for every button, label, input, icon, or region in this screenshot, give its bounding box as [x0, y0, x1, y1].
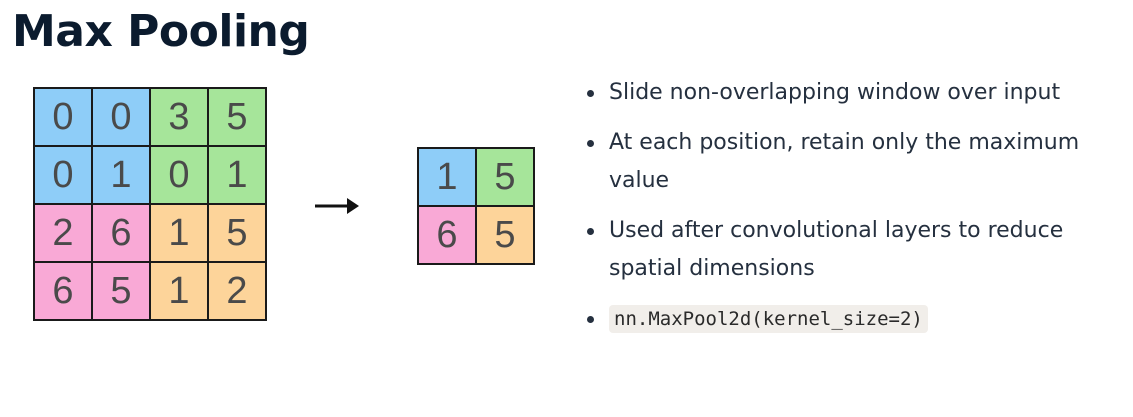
- output-cell-0-0: 1: [419, 149, 475, 205]
- output-cell-0-1: 5: [477, 149, 533, 205]
- output-cell-1-1: 5: [477, 207, 533, 263]
- bullet-retain-maximum: At each position, retain only the maximu…: [585, 124, 1125, 200]
- input-cell-3-0: 6: [35, 263, 91, 319]
- input-cell-0-0: 0: [35, 89, 91, 145]
- input-cell-3-3: 2: [209, 263, 265, 319]
- arrow-right-icon: [315, 198, 359, 214]
- input-cell-0-3: 5: [209, 89, 265, 145]
- input-cell-3-2: 1: [151, 263, 207, 319]
- input-cell-2-2: 1: [151, 205, 207, 261]
- input-cell-2-3: 5: [209, 205, 265, 261]
- input-cell-0-2: 3: [151, 89, 207, 145]
- page-title: Max Pooling: [12, 6, 310, 57]
- bullet-code: nn.MaxPool2d(kernel_size=2): [585, 300, 1125, 338]
- input-cell-2-1: 6: [93, 205, 149, 261]
- bullet-list: Slide non-overlapping window over input …: [585, 74, 1125, 350]
- output-cell-1-0: 6: [419, 207, 475, 263]
- bullet-after-conv-layers: Used after convolutional layers to reduc…: [585, 212, 1125, 288]
- input-cell-1-3: 1: [209, 147, 265, 203]
- input-cell-3-1: 5: [93, 263, 149, 319]
- code-snippet: nn.MaxPool2d(kernel_size=2): [609, 305, 928, 333]
- input-cell-0-1: 0: [93, 89, 149, 145]
- input-cell-2-0: 2: [35, 205, 91, 261]
- input-cell-1-0: 0: [35, 147, 91, 203]
- input-cell-1-1: 1: [93, 147, 149, 203]
- input-cell-1-2: 0: [151, 147, 207, 203]
- bullet-slide-window: Slide non-overlapping window over input: [585, 74, 1125, 112]
